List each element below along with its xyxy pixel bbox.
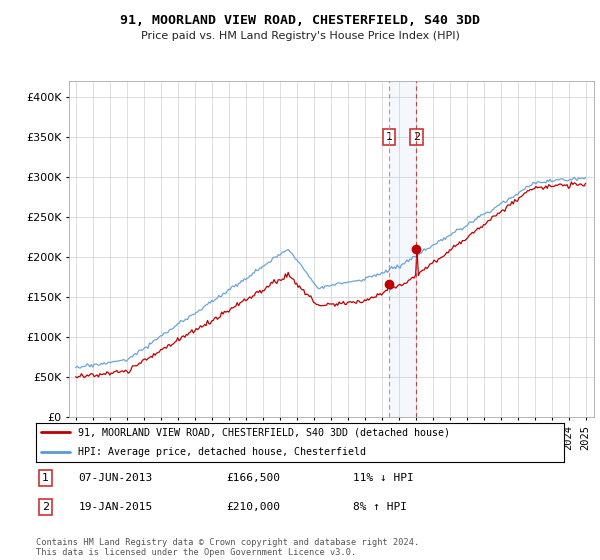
Text: Contains HM Land Registry data © Crown copyright and database right 2024.
This d: Contains HM Land Registry data © Crown c…: [36, 538, 419, 557]
Text: Price paid vs. HM Land Registry's House Price Index (HPI): Price paid vs. HM Land Registry's House …: [140, 31, 460, 41]
Text: HPI: Average price, detached house, Chesterfield: HPI: Average price, detached house, Ches…: [78, 447, 366, 457]
Text: 8% ↑ HPI: 8% ↑ HPI: [353, 502, 407, 512]
Text: 19-JAN-2015: 19-JAN-2015: [78, 502, 152, 512]
Text: £166,500: £166,500: [226, 473, 280, 483]
Bar: [389, 81, 416, 417]
Text: 1: 1: [385, 132, 392, 142]
Text: 11% ↓ HPI: 11% ↓ HPI: [353, 473, 413, 483]
Text: 2: 2: [413, 132, 420, 142]
Text: £210,000: £210,000: [226, 502, 280, 512]
Text: 07-JUN-2013: 07-JUN-2013: [78, 473, 152, 483]
Text: 1: 1: [42, 473, 49, 483]
Text: 91, MOORLAND VIEW ROAD, CHESTERFIELD, S40 3DD: 91, MOORLAND VIEW ROAD, CHESTERFIELD, S4…: [120, 14, 480, 27]
Text: 91, MOORLAND VIEW ROAD, CHESTERFIELD, S40 3DD (detached house): 91, MOORLAND VIEW ROAD, CHESTERFIELD, S4…: [78, 427, 450, 437]
Text: 2: 2: [42, 502, 49, 512]
